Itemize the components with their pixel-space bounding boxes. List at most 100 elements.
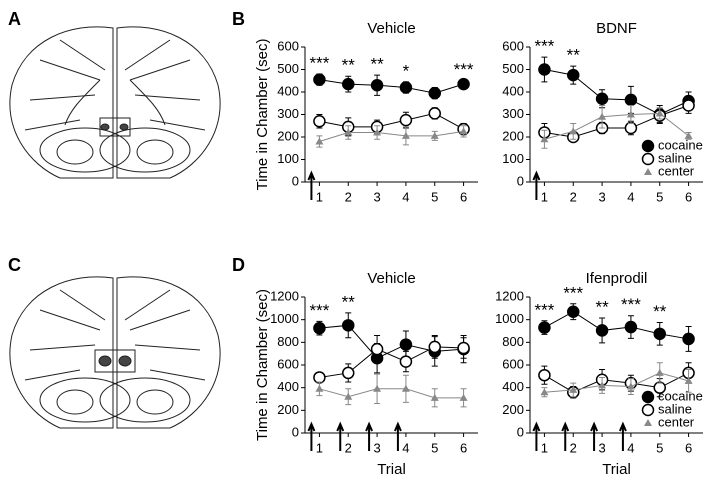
chart-title: BDNF xyxy=(596,20,637,37)
marker xyxy=(399,355,413,368)
x-tick-label: 5 xyxy=(656,440,663,455)
y-tick-label: 0 xyxy=(517,424,524,439)
marker xyxy=(399,338,413,351)
significance-stars: ** xyxy=(342,56,356,75)
marker xyxy=(569,385,578,393)
significance-stars: *** xyxy=(621,295,641,314)
y-tick-label: 800 xyxy=(277,334,299,349)
marker xyxy=(428,340,441,354)
significance-stars: * xyxy=(403,61,410,80)
x-tick-label: 3 xyxy=(598,189,605,204)
marker xyxy=(342,319,355,332)
marker xyxy=(567,68,580,82)
significance-stars: *** xyxy=(563,283,583,302)
marker xyxy=(653,327,666,341)
significance-stars: ** xyxy=(370,55,384,74)
x-tick-label: 6 xyxy=(685,440,692,455)
series-line xyxy=(544,372,689,393)
marker xyxy=(567,305,580,318)
chart-title: Vehicle xyxy=(367,20,415,37)
marker xyxy=(373,128,382,136)
marker xyxy=(540,135,549,143)
y-tick-label: 600 xyxy=(277,356,299,371)
panel-label: D xyxy=(232,255,245,275)
marker xyxy=(598,112,607,120)
injection-arrow xyxy=(532,421,541,451)
marker xyxy=(459,393,468,401)
x-tick-label: 1 xyxy=(316,189,323,204)
marker xyxy=(595,92,609,105)
series-line xyxy=(319,112,464,130)
y-tick-label: 1000 xyxy=(270,311,299,326)
series-line xyxy=(319,130,464,142)
legend-label: center xyxy=(658,414,695,429)
marker xyxy=(313,73,326,86)
legend-marker xyxy=(641,403,655,417)
marker xyxy=(655,109,664,117)
series-line xyxy=(319,79,464,94)
legend-label: saline xyxy=(658,150,692,165)
marker xyxy=(370,79,384,92)
x-tick-label: 6 xyxy=(685,189,692,204)
marker xyxy=(598,381,607,389)
panel-label: B xyxy=(232,9,245,29)
significance-stars: ** xyxy=(342,292,356,311)
marker xyxy=(313,115,326,128)
marker xyxy=(626,110,635,118)
x-axis-label: Trial xyxy=(602,461,631,478)
x-tick-label: 5 xyxy=(656,189,663,204)
x-tick-label: 1 xyxy=(316,440,323,455)
marker xyxy=(401,384,410,392)
marker xyxy=(344,128,353,136)
significance-stars: *** xyxy=(534,37,554,56)
legend-label: saline xyxy=(658,401,692,416)
series-line xyxy=(319,324,464,359)
significance-stars: ** xyxy=(653,302,667,321)
injection-arrow xyxy=(590,421,599,451)
marker xyxy=(682,332,695,346)
y-tick-label: 800 xyxy=(502,334,524,349)
marker xyxy=(370,342,384,356)
y-tick-label: 400 xyxy=(502,379,524,394)
marker xyxy=(457,77,470,91)
x-tick-label: 2 xyxy=(570,440,577,455)
series-line xyxy=(319,388,464,399)
x-tick-label: 2 xyxy=(345,189,352,204)
y-tick-label: 400 xyxy=(277,83,299,98)
y-tick-label: 600 xyxy=(502,356,524,371)
significance-stars: ** xyxy=(567,46,581,65)
injection-arrow xyxy=(532,170,541,200)
marker xyxy=(538,321,551,334)
x-tick-label: 2 xyxy=(570,189,577,204)
marker xyxy=(428,107,441,120)
y-tick-label: 1200 xyxy=(270,288,299,303)
marker xyxy=(401,131,410,139)
y-axis-label: Time in Chamber (sec) xyxy=(254,289,271,441)
y-axis-label: Time in Chamber (sec) xyxy=(254,39,271,191)
marker xyxy=(457,341,470,355)
injection-arrow xyxy=(365,421,374,451)
panel-label: A xyxy=(8,9,21,29)
x-tick-label: 3 xyxy=(598,440,605,455)
significance-stars: *** xyxy=(309,53,329,72)
legend-marker xyxy=(641,139,655,153)
marker xyxy=(684,131,693,139)
marker xyxy=(538,368,551,382)
y-tick-label: 400 xyxy=(502,83,524,98)
marker xyxy=(624,320,638,334)
marker xyxy=(313,321,326,335)
legend-label: cocaine xyxy=(658,137,703,152)
marker xyxy=(624,121,638,135)
legend-label: cocaine xyxy=(658,388,703,403)
marker xyxy=(315,137,324,145)
x-tick-label: 4 xyxy=(627,189,634,204)
series-line xyxy=(544,112,689,140)
legend-label: center xyxy=(658,163,695,178)
y-tick-label: 600 xyxy=(502,38,524,53)
marker xyxy=(430,131,439,139)
marker xyxy=(430,393,439,401)
y-tick-label: 0 xyxy=(292,424,299,439)
y-tick-label: 1200 xyxy=(495,288,524,303)
y-tick-label: 500 xyxy=(502,61,524,76)
legend-marker xyxy=(641,390,655,404)
